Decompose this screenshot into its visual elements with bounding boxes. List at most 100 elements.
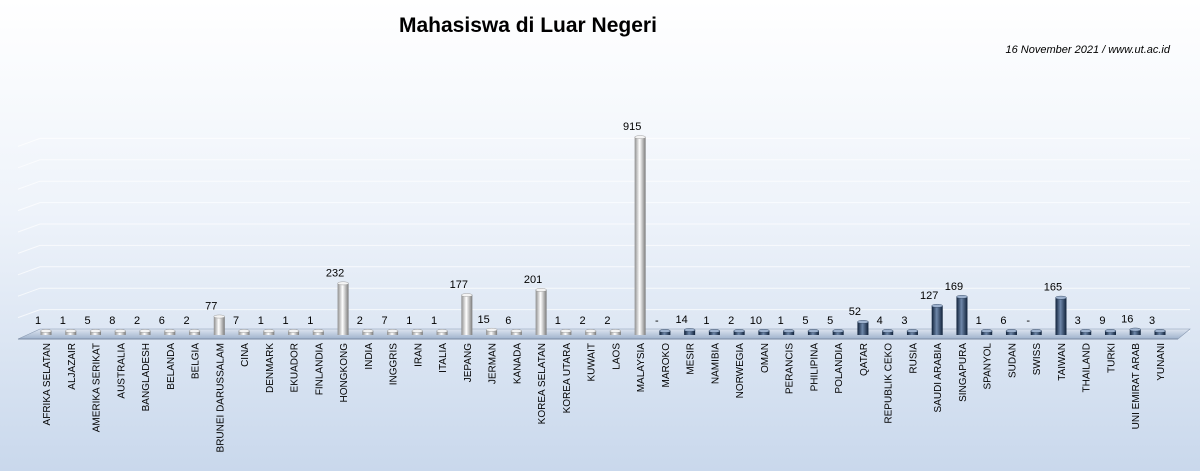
bar-cap bbox=[1005, 329, 1018, 333]
bar-cap bbox=[287, 329, 300, 333]
category-label: MALAYSIA bbox=[636, 343, 647, 393]
value-label: 6 bbox=[159, 315, 165, 327]
chart-subtitle: 16 November 2021 / www.ut.ac.id bbox=[1005, 44, 1170, 56]
bar bbox=[213, 316, 225, 335]
category-label: EKUADOR bbox=[290, 343, 301, 392]
bar-cap bbox=[609, 329, 622, 333]
category-label: JEPANG bbox=[463, 343, 474, 382]
bar-cap bbox=[832, 329, 844, 333]
value-label: 1 bbox=[703, 315, 709, 327]
category-label: KUWAIT bbox=[587, 343, 598, 382]
chart-title: Mahasiswa di Luar Negeri bbox=[399, 14, 657, 37]
bar bbox=[189, 331, 201, 335]
bar bbox=[510, 331, 522, 335]
bar-cap bbox=[362, 329, 374, 333]
bar bbox=[411, 331, 423, 335]
category-label: SUDAN bbox=[1007, 343, 1018, 378]
value-label: 5 bbox=[802, 315, 808, 327]
bar-cap bbox=[411, 329, 424, 333]
bar bbox=[90, 331, 102, 335]
bar bbox=[882, 331, 894, 335]
bar bbox=[684, 330, 696, 335]
category-label: KANADA bbox=[512, 343, 523, 384]
value-label: 5 bbox=[84, 315, 90, 327]
category-label: RUSIA bbox=[908, 343, 919, 374]
bar bbox=[906, 331, 918, 335]
category-label: FINLANDIA bbox=[314, 343, 325, 396]
bar-cap bbox=[1055, 295, 1067, 300]
category-label: BANGLADESH bbox=[141, 343, 152, 411]
value-label: 5 bbox=[827, 315, 833, 327]
value-label: 7 bbox=[382, 315, 388, 327]
category-label: ALJAZAIR bbox=[67, 343, 78, 390]
bar bbox=[1104, 331, 1116, 335]
category-label: REPUBLIK CEKO bbox=[884, 343, 895, 424]
bar bbox=[609, 331, 621, 335]
value-label: 16 bbox=[1121, 314, 1133, 326]
bar-cap bbox=[436, 329, 448, 333]
bar-cap bbox=[931, 304, 943, 308]
bar-cap bbox=[733, 329, 745, 333]
category-label: MESIR bbox=[686, 343, 697, 375]
value-label: 1 bbox=[307, 315, 313, 327]
value-label: 169 bbox=[945, 281, 963, 293]
bar-cap bbox=[337, 281, 349, 286]
bar-cap bbox=[1154, 329, 1166, 333]
value-label: 127 bbox=[920, 290, 938, 302]
gridline bbox=[17, 244, 1190, 254]
value-label: 10 bbox=[750, 315, 762, 327]
bar bbox=[807, 331, 819, 335]
bar bbox=[288, 331, 300, 335]
value-label: 3 bbox=[901, 315, 907, 327]
gridline bbox=[17, 266, 1190, 276]
bar bbox=[832, 331, 844, 335]
bar-cap bbox=[89, 329, 102, 333]
bar-cap bbox=[758, 329, 770, 333]
value-label: 1 bbox=[60, 315, 66, 327]
bar-cap bbox=[510, 329, 523, 333]
bar-cap bbox=[782, 329, 795, 333]
category-label: DENMARK bbox=[265, 343, 276, 393]
value-label: 165 bbox=[1044, 282, 1062, 294]
category-label: TURKI bbox=[1106, 343, 1117, 373]
category-label: PHILIPINA bbox=[809, 343, 820, 392]
value-label: 1 bbox=[258, 315, 264, 327]
bar bbox=[337, 283, 349, 335]
bar bbox=[1154, 331, 1166, 335]
bar-cap bbox=[238, 329, 250, 333]
bar bbox=[560, 331, 572, 335]
category-label: CINA bbox=[240, 343, 251, 367]
value-label: 6 bbox=[1000, 315, 1006, 327]
value-label: 14 bbox=[676, 314, 688, 326]
value-label: 915 bbox=[623, 121, 641, 133]
bar bbox=[733, 331, 745, 335]
value-label: 4 bbox=[877, 315, 883, 327]
category-label: MAROKO bbox=[661, 343, 672, 388]
bar-cap bbox=[956, 295, 968, 299]
bar-cap bbox=[981, 329, 993, 333]
category-label: YUNANI bbox=[1156, 343, 1167, 381]
value-label: 2 bbox=[183, 315, 189, 327]
bar bbox=[981, 331, 993, 335]
category-label: NORWEGIA bbox=[735, 343, 746, 399]
bar bbox=[659, 331, 671, 335]
bar-cap bbox=[312, 329, 325, 333]
bar-cap bbox=[65, 329, 77, 333]
bar-cap bbox=[560, 329, 572, 333]
category-label: HONGKONG bbox=[339, 343, 350, 403]
bar bbox=[312, 331, 324, 335]
bar-cap bbox=[114, 329, 126, 333]
category-label: AMERIKA SERIKAT bbox=[92, 343, 103, 432]
value-label: 201 bbox=[524, 274, 542, 286]
value-label: 2 bbox=[604, 315, 610, 327]
bar bbox=[1080, 331, 1092, 335]
category-label: OMAN bbox=[760, 343, 771, 373]
value-label: 2 bbox=[728, 315, 734, 327]
gridline bbox=[17, 223, 1190, 233]
category-label: AFRIKA SELATAN bbox=[42, 343, 53, 425]
gridline bbox=[17, 287, 1190, 297]
bar bbox=[263, 331, 275, 335]
category-label: KOREA UTARA bbox=[562, 343, 573, 414]
bar bbox=[139, 331, 151, 335]
bar bbox=[857, 321, 869, 335]
